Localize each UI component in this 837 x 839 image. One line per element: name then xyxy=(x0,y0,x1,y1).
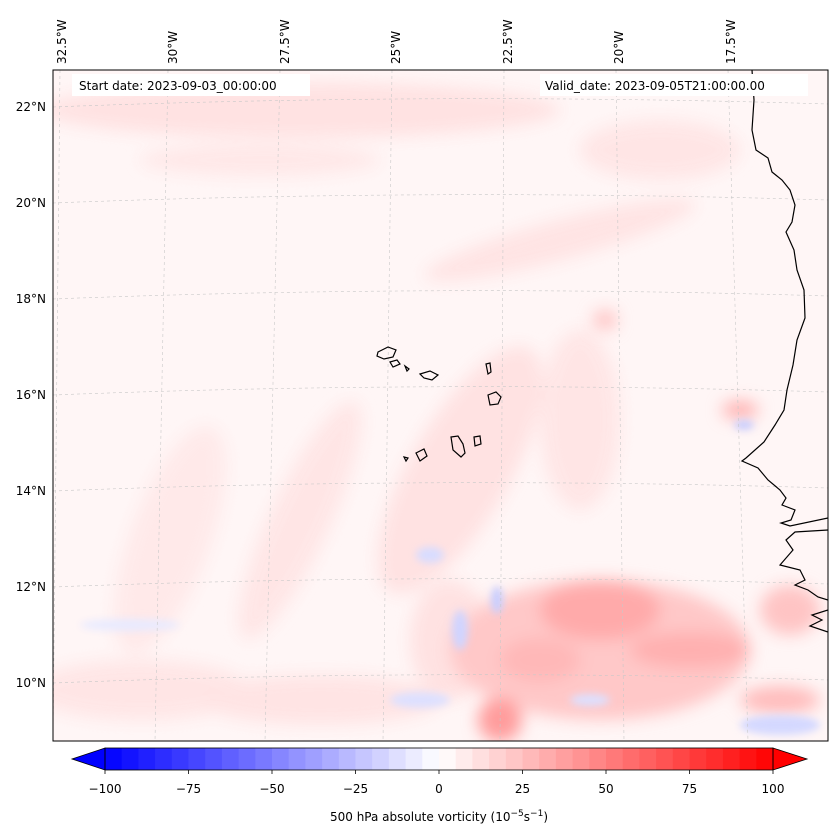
lon-label: 17.5°W xyxy=(724,19,738,64)
lat-label: 12°N xyxy=(16,580,46,594)
cape-verde-island-maio xyxy=(473,435,482,447)
colorbar-segment xyxy=(455,748,473,770)
colorbar-segment xyxy=(522,748,540,770)
colorbar-segment xyxy=(338,748,357,770)
colorbar-segment xyxy=(756,748,774,770)
colorbar: −100 −75 −50 −25 0 25 50 75 100 500 hPa … xyxy=(70,747,809,824)
lon-label: 32.5°W xyxy=(55,19,69,64)
start-date-box xyxy=(72,74,310,96)
colorbar-segment xyxy=(672,748,691,770)
cape-verde-island-brava xyxy=(402,456,409,463)
colorbar-segment xyxy=(388,748,407,770)
colorbar-segments xyxy=(105,748,774,770)
caption-exp2: −1 xyxy=(530,809,543,819)
colorbar-segment xyxy=(155,748,173,770)
cape-verde-island-santa-luzia xyxy=(403,364,410,373)
lat-label: 22°N xyxy=(16,100,46,114)
valid-date-box xyxy=(540,74,808,96)
colorbar-segment xyxy=(622,748,640,770)
colorbar-segment xyxy=(121,748,139,770)
colorbar-segment xyxy=(188,748,206,770)
colorbar-segment xyxy=(656,748,674,770)
colorbar-segment xyxy=(489,748,507,770)
lat-label: 20°N xyxy=(16,196,46,210)
lon-label: 30°W xyxy=(166,31,180,64)
lon-label: 22.5°W xyxy=(501,19,515,64)
colorbar-high-extension xyxy=(772,747,809,771)
vorticity-field xyxy=(53,82,820,741)
longitude-labels: 32.5°W 30°W 27.5°W 25°W 22.5°W 20°W 17.5… xyxy=(55,19,738,64)
colorbar-segment xyxy=(322,748,340,770)
colorbar-tick-label: −25 xyxy=(343,782,368,796)
lat-label: 14°N xyxy=(16,484,46,498)
colorbar-segment xyxy=(422,748,440,770)
colorbar-segment xyxy=(105,748,123,770)
colorbar-segment xyxy=(238,748,256,770)
colorbar-segment xyxy=(689,748,707,770)
colorbar-segment xyxy=(171,748,190,770)
cape-verde-island-sao-nicolau xyxy=(418,370,440,381)
coastline xyxy=(376,70,828,633)
colorbar-segment xyxy=(439,748,457,770)
cape-verde-island-sal xyxy=(485,362,492,375)
graticule xyxy=(53,70,828,741)
colorbar-tick-label: 100 xyxy=(762,782,785,796)
colorbar-ticks xyxy=(104,770,774,774)
start-date-label: Start date: 2023-09-03_00:00:00 xyxy=(79,79,277,93)
valid-date-label: Valid_date: 2023-09-05T21:00:00.00 xyxy=(545,79,765,93)
africa-coastline xyxy=(740,70,828,633)
colorbar-segment xyxy=(722,748,741,770)
colorbar-segment xyxy=(221,748,240,770)
colorbar-tick-label: 25 xyxy=(515,782,530,796)
caption-exp1: −5 xyxy=(511,809,524,819)
colorbar-segment xyxy=(555,748,574,770)
colorbar-segment xyxy=(355,748,373,770)
cape-verde-island-santo-antao xyxy=(376,346,397,360)
colorbar-segment xyxy=(739,748,757,770)
colorbar-segment xyxy=(472,748,490,770)
colorbar-tick-label: −100 xyxy=(89,782,122,796)
lat-label: 18°N xyxy=(16,292,46,306)
colorbar-segment xyxy=(205,748,223,770)
cape-verde-island-sao-vicente xyxy=(389,359,401,368)
caption-mid: s xyxy=(524,810,530,824)
cape-verde-island-boa-vista xyxy=(487,391,502,406)
colorbar-segment xyxy=(255,748,273,770)
latitude-labels: 22°N 20°N 18°N 16°N 14°N 12°N 10°N xyxy=(16,100,46,690)
colorbar-caption: 500 hPa absolute vorticity (10−5s−1) xyxy=(330,809,548,824)
colorbar-tick-label: −50 xyxy=(259,782,284,796)
cape-verde-island-santiago xyxy=(450,435,466,458)
cape-verde-island-fogo xyxy=(415,448,428,462)
map-panel: Start date: 2023-09-03_00:00:00 Valid_da… xyxy=(53,70,828,741)
colorbar-segment xyxy=(606,748,624,770)
colorbar-segment xyxy=(505,748,524,770)
lat-label: 10°N xyxy=(16,676,46,690)
colorbar-segment xyxy=(639,748,657,770)
lat-label: 16°N xyxy=(16,388,46,402)
colorbar-segment xyxy=(405,748,423,770)
colorbar-tick-label: 0 xyxy=(435,782,443,796)
lon-label: 20°W xyxy=(612,31,626,64)
lon-label: 27.5°W xyxy=(278,19,292,64)
caption-main: 500 hPa absolute vorticity (10 xyxy=(330,810,511,824)
colorbar-segment xyxy=(539,748,557,770)
colorbar-low-extension xyxy=(70,747,106,771)
colorbar-segment xyxy=(272,748,290,770)
colorbar-tick-label: 50 xyxy=(598,782,613,796)
colorbar-segment xyxy=(589,748,607,770)
colorbar-segment xyxy=(305,748,323,770)
colorbar-segment xyxy=(138,748,156,770)
lon-label: 25°W xyxy=(389,31,403,64)
colorbar-tick-label: −75 xyxy=(176,782,201,796)
colorbar-tick-label: 75 xyxy=(682,782,697,796)
colorbar-segment xyxy=(372,748,390,770)
colorbar-segment xyxy=(572,748,590,770)
colorbar-segment xyxy=(288,748,306,770)
colorbar-segment xyxy=(706,748,724,770)
map-frame xyxy=(52,69,829,742)
caption-end: ) xyxy=(543,810,548,824)
